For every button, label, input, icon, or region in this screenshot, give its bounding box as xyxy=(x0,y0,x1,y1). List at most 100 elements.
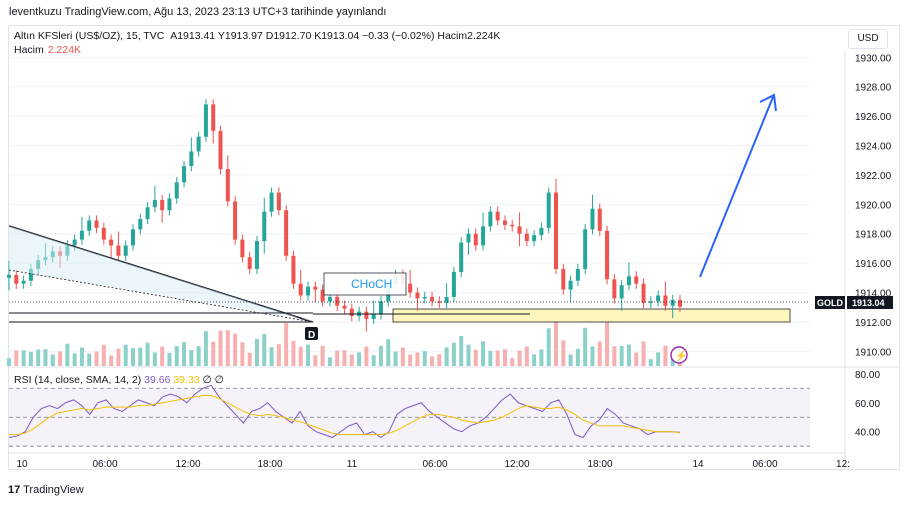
rsi-legend: RSI (14, close, SMA, 14, 2) 39.66 39.33 … xyxy=(14,374,224,386)
rsi-extra-1: ∅ xyxy=(202,374,212,386)
candle-body xyxy=(502,220,507,225)
candle-body xyxy=(7,274,11,278)
volume-bar xyxy=(386,339,391,366)
volume-bar xyxy=(444,347,449,366)
volume-bar xyxy=(605,321,610,366)
candle-body xyxy=(218,130,223,170)
currency-button[interactable]: USD xyxy=(848,29,888,49)
volume-bar xyxy=(174,346,179,366)
candle-body xyxy=(605,230,610,280)
candle-body xyxy=(291,255,296,284)
candle-body xyxy=(269,192,274,212)
volume-bar xyxy=(597,341,602,366)
candle-body xyxy=(254,241,259,269)
volume-bar xyxy=(313,355,318,366)
price-tick-label: 1916.00 xyxy=(855,259,892,270)
price-axis: 1930.00 1928.00 1926.00 1924.00 1922.00 1920.… xyxy=(9,50,900,470)
rsi-line xyxy=(8,384,681,439)
volume-bar xyxy=(612,346,617,366)
volume-bar xyxy=(561,340,566,366)
candle-body xyxy=(634,276,639,284)
choch-label: CHoCH xyxy=(351,277,392,291)
volume-bar xyxy=(7,358,11,366)
publisher-line: leventkuzu TradingView.com, Ağu 13, 2023… xyxy=(9,6,387,18)
volume-bar xyxy=(160,346,165,366)
volume-bar xyxy=(393,351,398,366)
volume-bar xyxy=(87,353,92,366)
candles xyxy=(7,99,682,332)
volume-bar xyxy=(466,344,471,366)
volume-bar xyxy=(554,310,559,366)
volume-bar xyxy=(284,323,289,366)
candle-body xyxy=(240,239,245,258)
candle-body xyxy=(626,276,631,286)
volume-bar xyxy=(663,345,668,366)
candle-body xyxy=(203,104,208,137)
tradingview-brand[interactable]: TradingView xyxy=(23,484,84,496)
volume-bar xyxy=(488,351,493,366)
volume-bar xyxy=(510,358,515,366)
volume-bar xyxy=(298,346,303,366)
candle-body xyxy=(262,211,267,242)
volume-bar xyxy=(94,351,99,366)
candle-body xyxy=(233,201,238,240)
candle-body xyxy=(21,280,26,284)
time-tick-label: 12: xyxy=(836,459,850,470)
volume-bar xyxy=(451,342,456,366)
volume-bar xyxy=(583,327,588,366)
candle-body xyxy=(182,166,187,183)
candle-body xyxy=(415,292,420,299)
volume-bar xyxy=(101,344,106,366)
candle-body xyxy=(28,268,33,281)
gold-tag-bg xyxy=(815,296,845,309)
volume-bar xyxy=(218,330,223,366)
volume-bar xyxy=(254,338,259,366)
price-tag-bg xyxy=(847,296,893,309)
volume-bar xyxy=(167,352,172,366)
volume-bar xyxy=(130,348,135,366)
candle-body xyxy=(160,199,165,211)
price-tick-label: 1926.00 xyxy=(855,112,892,123)
volume-bar xyxy=(240,342,245,366)
candle-body xyxy=(510,224,515,227)
volume-bar xyxy=(233,333,238,366)
volume-bar xyxy=(203,331,208,366)
candle-body xyxy=(539,227,544,236)
volume-bar xyxy=(36,349,41,366)
volume-bar xyxy=(590,346,595,366)
candle-body xyxy=(72,239,77,246)
candle-body xyxy=(561,268,566,290)
price-tick-label: 1918.00 xyxy=(855,230,892,241)
time-axis: 10 06:00 12:00 18:00 11 06:00 12:00 18:00 14 06:0… xyxy=(9,452,850,470)
candle-body xyxy=(116,245,121,256)
candle-body xyxy=(225,169,230,202)
rsi-tick-label: 40.00 xyxy=(855,428,880,439)
volume-bar xyxy=(532,354,537,366)
candle-body xyxy=(451,271,456,297)
candle-body xyxy=(284,210,289,256)
candle-body xyxy=(554,192,559,269)
time-tick-label: 06:00 xyxy=(92,459,117,470)
candle-body xyxy=(488,211,493,227)
candle-body xyxy=(575,268,580,281)
time-tick-label: 12:00 xyxy=(175,459,200,470)
volume-bar xyxy=(182,342,187,366)
tradingview-logo-icon[interactable]: 17 xyxy=(8,484,21,496)
volume-bar xyxy=(364,346,369,366)
candle-body xyxy=(364,311,369,319)
candle-body xyxy=(524,233,529,242)
candle-body xyxy=(298,283,303,296)
volume-bar xyxy=(459,336,464,366)
candle-body xyxy=(495,211,500,221)
volume-bar xyxy=(437,354,442,366)
volume-bar xyxy=(306,344,311,366)
candle-body xyxy=(546,192,551,228)
volume-label: Hacim xyxy=(14,44,44,56)
footer: 17 TradingView xyxy=(8,484,84,496)
candle-body xyxy=(678,299,682,307)
chart-frame xyxy=(8,25,900,470)
price-tag-value: 1913.04 xyxy=(852,298,885,308)
volume-bar xyxy=(72,353,77,366)
candle-body xyxy=(276,192,281,211)
